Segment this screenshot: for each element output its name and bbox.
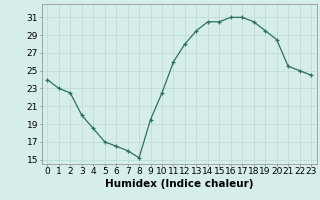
X-axis label: Humidex (Indice chaleur): Humidex (Indice chaleur) xyxy=(105,179,253,189)
